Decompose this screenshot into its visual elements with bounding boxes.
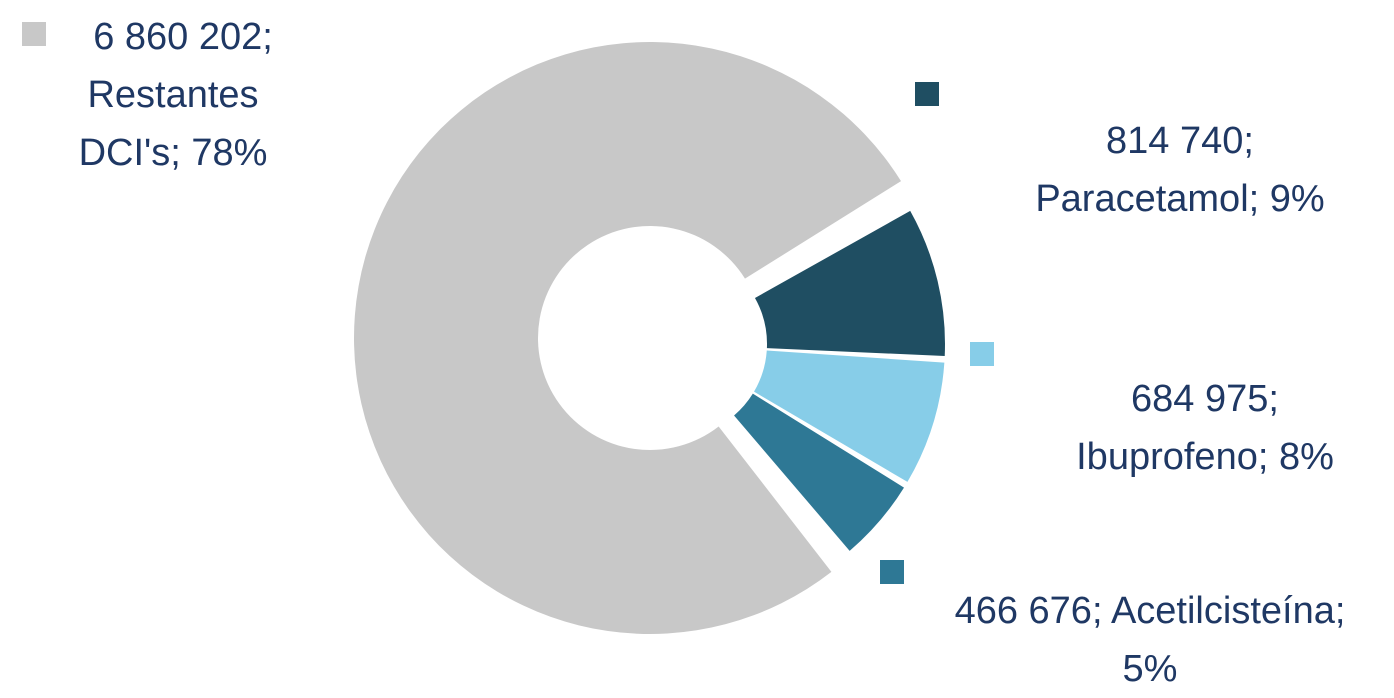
color-key-paracetamol [915,82,939,106]
color-key-ibuprofeno [970,342,994,366]
slice-ibuprofeno [754,350,945,482]
data-label-acetilcisteina: 466 676; Acetilcisteína; 5% [920,582,1380,698]
data-label-acetilcisteina-line2: 5% [1122,648,1178,690]
data-label-acetilcisteina-line1: 466 676; Acetilcisteína; [954,590,1346,632]
slice-acetilcisteina [734,393,904,551]
slice-restantes [354,42,902,635]
data-label-ibuprofeno-line2: Ibuprofeno; 8% [1076,436,1334,478]
data-label-paracetamol-line2: Paracetamol; 9% [1035,178,1325,220]
slice-paracetamol [754,210,945,357]
data-label-paracetamol: 814 740; Paracetamol; 9% [1000,112,1360,228]
data-label-restantes-line2: Restantes [87,74,259,116]
label-color-keys [22,22,994,584]
data-label-restantes: 6 860 202; Restantes DCI's; 78% [48,8,298,182]
donut-slices [354,42,945,635]
data-label-paracetamol-line1: 814 740; [1106,120,1254,162]
data-label-ibuprofeno: 684 975; Ibuprofeno; 8% [1045,370,1365,486]
data-label-restantes-line1: 6 860 202; [93,16,273,58]
data-label-ibuprofeno-line1: 684 975; [1131,378,1279,420]
color-key-restantes [22,22,46,46]
data-label-restantes-line3: DCI's; 78% [78,132,268,174]
color-key-acetilcisteina [880,560,904,584]
